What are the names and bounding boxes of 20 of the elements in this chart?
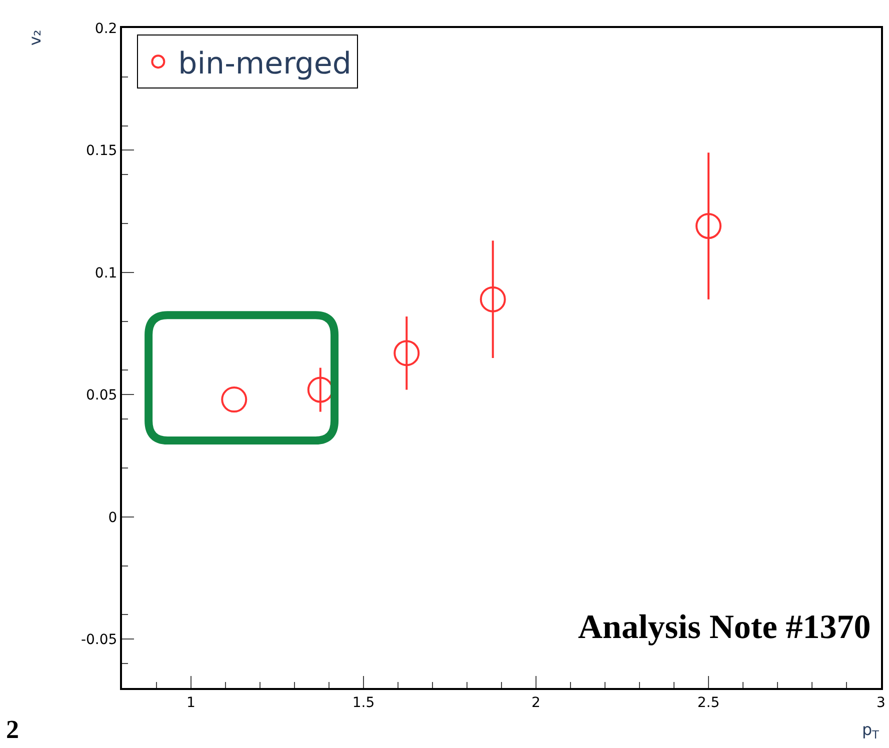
y-tick-label: 0.05 xyxy=(86,388,118,404)
y-tick-label: -0.05 xyxy=(80,632,118,648)
x-axis-title: p$_{T}$ xyxy=(862,720,880,742)
y-tick-label: 0.1 xyxy=(94,265,118,282)
y-axis-title: v₂ xyxy=(26,30,45,46)
point xyxy=(221,386,248,413)
point xyxy=(394,340,420,366)
x-tick-label: 1.5 xyxy=(352,694,375,711)
x-tick-label: 1 xyxy=(186,694,196,711)
x-tick-label: 3 xyxy=(876,694,886,711)
point xyxy=(480,286,506,312)
text: 2 xyxy=(6,715,19,744)
annotation: Analysis Note #1370 xyxy=(578,609,871,646)
y-tick-label: 0.15 xyxy=(86,143,118,160)
x-tick-label: 2 xyxy=(532,694,540,711)
y-tick-label: 0 xyxy=(108,510,118,526)
point xyxy=(696,213,722,239)
legend-label: bin-merged xyxy=(178,46,352,82)
y-tick-label: 0.2 xyxy=(94,20,118,37)
x-tick-label: 2.5 xyxy=(697,694,720,711)
